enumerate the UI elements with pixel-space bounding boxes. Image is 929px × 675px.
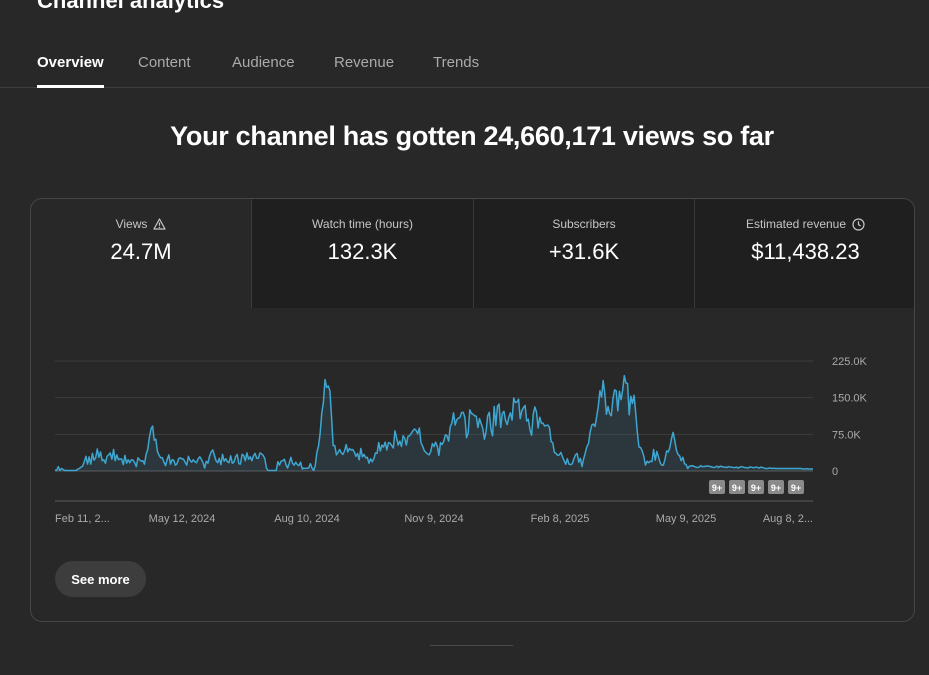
annotation-marker-label: 9+ bbox=[751, 483, 761, 493]
annotation-marker-label: 9+ bbox=[712, 483, 722, 493]
tab-overview[interactable]: Overview bbox=[37, 54, 104, 88]
tab-revenue[interactable]: Revenue bbox=[334, 54, 395, 71]
series-area bbox=[55, 375, 813, 471]
analytics-card: Views 24.7M Watch time (hours) 132.3K Su… bbox=[30, 198, 915, 622]
metric-watch-time[interactable]: Watch time (hours) 132.3K bbox=[251, 199, 473, 308]
views-line-chart: 225.0K 150.0K 75.0K 0 Feb 11, 2... May 12, 20… bbox=[54, 356, 868, 525]
x-tick-label: Feb 11, 2... bbox=[55, 513, 110, 525]
annotation-marker-label: 9+ bbox=[732, 483, 742, 493]
y-tick-label: 75.0K bbox=[832, 429, 861, 441]
y-tick-label: 150.0K bbox=[832, 393, 868, 405]
tab-content[interactable]: Content bbox=[138, 54, 191, 71]
y-tick-label: 0 bbox=[832, 466, 838, 478]
clock-icon bbox=[852, 217, 865, 231]
metric-subscribers-value: +31.6K bbox=[548, 239, 620, 264]
metric-estimated-revenue[interactable]: Estimated revenue $11,438.23 bbox=[694, 199, 914, 308]
divider bbox=[430, 645, 513, 646]
metric-revenue-label: Estimated revenue bbox=[745, 217, 847, 231]
tab-trends[interactable]: Trends bbox=[433, 54, 480, 71]
views-chart: 225.0K 150.0K 75.0K 0 Feb 11, 2... May 12, 20… bbox=[31, 308, 914, 621]
annotation-marker bbox=[788, 480, 804, 494]
warning-icon bbox=[153, 218, 166, 230]
metric-views-value: 24.7M bbox=[110, 239, 172, 264]
annotation-marker bbox=[748, 480, 764, 494]
see-more-button[interactable]: See more bbox=[55, 561, 146, 597]
x-tick-label: Feb 8, 2025 bbox=[531, 513, 590, 525]
metric-views-label: Views bbox=[115, 217, 148, 231]
page-title: Channel analytics bbox=[37, 0, 225, 13]
metric-subscribers-label: Subscribers bbox=[552, 217, 616, 231]
annotation-marker bbox=[768, 480, 784, 494]
x-tick-label: May 9, 2025 bbox=[656, 513, 717, 525]
total-views-headline: Your channel has gotten 24,660,171 views… bbox=[170, 121, 774, 151]
metric-watch-time-label: Watch time (hours) bbox=[312, 217, 413, 231]
metric-views[interactable]: Views 24.7M bbox=[31, 199, 251, 308]
annotation-marker-label: 9+ bbox=[771, 483, 781, 493]
metric-subscribers[interactable]: Subscribers +31.6K bbox=[473, 199, 694, 308]
x-tick-label: May 12, 2024 bbox=[149, 513, 216, 525]
series-line-views bbox=[54, 374, 813, 472]
x-tick-label: Nov 9, 2024 bbox=[404, 513, 463, 525]
annotation-marker bbox=[709, 480, 725, 494]
tab-bar: Overview Content Audience Revenue Trends bbox=[0, 44, 929, 88]
y-tick-label: 225.0K bbox=[832, 356, 868, 368]
annotation-marker-label: 9+ bbox=[791, 483, 801, 493]
x-tick-label: Aug 8, 2... bbox=[763, 513, 813, 525]
metric-revenue-value: $11,438.23 bbox=[751, 239, 860, 264]
x-tick-label: Aug 10, 2024 bbox=[274, 513, 339, 525]
metric-watch-time-value: 132.3K bbox=[327, 239, 398, 264]
tab-audience[interactable]: Audience bbox=[232, 54, 295, 71]
annotation-marker bbox=[729, 480, 745, 494]
metric-tabs: Views 24.7M Watch time (hours) 132.3K Su… bbox=[31, 199, 914, 308]
